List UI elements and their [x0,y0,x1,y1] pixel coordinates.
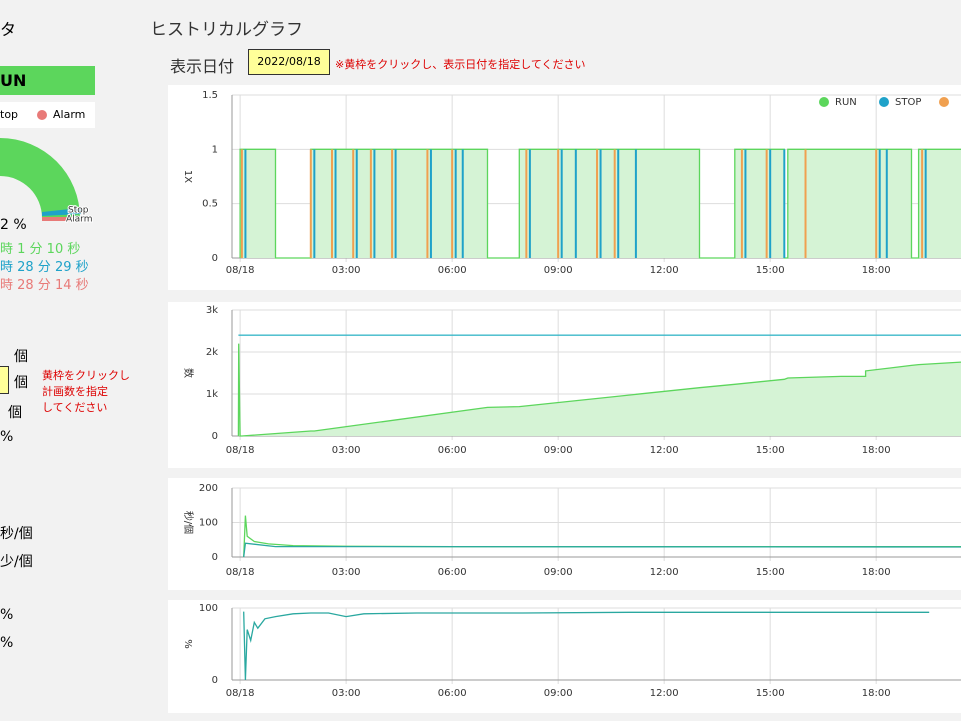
legend-box [0,102,95,128]
legend-dot [37,110,47,120]
gauge-run [0,138,80,218]
x-tick-label: 06:00 [438,567,467,578]
note-line: してください [42,401,108,414]
y-axis-label: 秒/個 [182,511,195,534]
x-tick-label: 12:00 [650,567,679,578]
plan-note: 黄枠をクリックし 計画数を指定 してください [42,368,130,416]
y-tick-label: 1.5 [202,90,218,101]
x-tick-label: 09:00 [544,688,573,699]
time-stop: 時 28 分 29 秒 [0,260,89,275]
unit: 個 [14,375,28,391]
line [243,542,961,558]
x-tick-label: 08/18 [226,688,255,699]
legend-item: Alarm [53,108,86,121]
panel-title: タ [0,20,17,39]
y-tick-label: 1k [206,389,218,400]
y-tick-label: 200 [199,483,218,494]
x-tick-label: 09:00 [544,265,573,276]
x-tick-label: 09:00 [544,567,573,578]
y-tick-label: 0.5 [202,199,218,210]
date-input[interactable]: 2022/08/18 [248,49,330,75]
note-line: 計画数を指定 [42,385,108,398]
y-tick-label: 0 [212,431,218,442]
date-label: 表示日付 [170,57,235,76]
row: % [0,635,14,651]
x-tick-label: 18:00 [862,688,891,699]
y-tick-label: 3k [206,305,218,316]
page-title: ヒストリカルグラフ [150,20,303,40]
x-tick-label: 06:00 [438,265,467,276]
x-tick-label: 15:00 [756,265,785,276]
panel [168,478,961,590]
row: 秒/個 [0,526,33,542]
legend-dot [879,97,889,107]
plan-input[interactable] [0,366,9,394]
x-tick-label: 03:00 [332,445,361,456]
x-tick-label: 03:00 [332,567,361,578]
unit: 個 [14,349,28,365]
y-tick-label: 1 [212,144,218,155]
y-tick-label: 100 [199,603,218,614]
area [238,343,961,436]
row: % [0,607,14,623]
y-tick-label: 100 [199,518,218,529]
y-tick-label: 0 [212,253,218,264]
row: 少/個 [0,554,33,570]
gauge-alarm [42,217,82,221]
x-tick-label: 08/18 [226,567,255,578]
x-tick-label: 15:00 [756,567,785,578]
note-line: 黄枠をクリックし [42,369,130,382]
legend-dot [819,97,829,107]
x-tick-label: 12:00 [650,688,679,699]
line [239,148,961,259]
gauge-stop [42,208,81,216]
x-tick-label: 12:00 [650,445,679,456]
x-tick-label: 12:00 [650,265,679,276]
status: UN [0,66,95,95]
legend-dot [939,97,949,107]
x-tick-label: 03:00 [332,688,361,699]
y-tick-label: 2k [206,347,218,358]
y-axis-label: % [182,639,193,649]
panel [168,600,961,713]
unit: 個 [8,405,22,421]
x-tick-label: 08/18 [226,265,255,276]
y-tick-label: 0 [212,552,218,563]
x-tick-label: 06:00 [438,445,467,456]
x-tick-label: 08/18 [226,445,255,456]
gauge-label: Stop [68,206,89,216]
y-axis-label: 数 [182,368,195,378]
y-tick-label: 0 [212,675,218,686]
row: % [0,429,14,445]
legend-label: STOP [895,97,921,108]
y-axis-label: 1X [182,170,193,183]
x-tick-label: 03:00 [332,265,361,276]
legend-item: top [0,108,19,121]
x-tick-label: 15:00 [756,688,785,699]
gauge: Stop Alarm [0,138,93,226]
x-tick-label: 18:00 [862,265,891,276]
date-note: ※黄枠をクリックし、表示日付を指定してください [335,58,586,71]
line [243,611,930,681]
line [237,343,961,437]
x-tick-label: 18:00 [862,567,891,578]
time-alarm: 時 28 分 14 秒 [0,278,89,293]
gauge-label: Alarm [66,215,92,225]
x-tick-label: 15:00 [756,445,785,456]
legend-label: RUN [835,97,857,108]
rate: 2 % [0,217,27,233]
time-run: 時 1 分 10 秒 [0,242,81,257]
x-tick-label: 18:00 [862,445,891,456]
x-tick-label: 06:00 [438,688,467,699]
x-tick-label: 09:00 [544,445,573,456]
